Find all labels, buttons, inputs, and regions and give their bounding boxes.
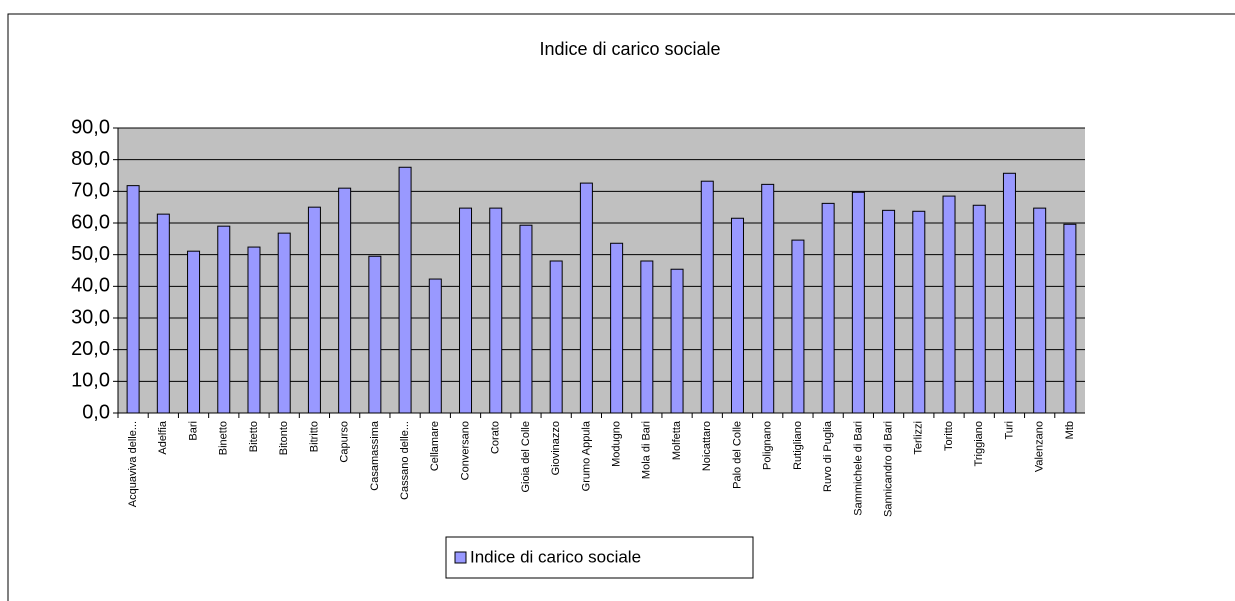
x-tick-label: Mtb	[1064, 421, 1076, 439]
bar	[187, 250, 201, 414]
bar	[1033, 207, 1047, 414]
x-tick-label: Bitritto	[308, 421, 320, 452]
x-tick-label: Binetto	[218, 421, 230, 455]
x-tick-label: Rutigliano	[792, 421, 804, 470]
bar	[1002, 172, 1016, 414]
x-tick-label: Modugno	[611, 421, 623, 467]
x-tick-label: Triggiano	[973, 421, 985, 466]
x-tick-label: Bitonto	[278, 421, 290, 455]
bar	[670, 268, 684, 414]
x-tick-label: Bitetto	[248, 421, 260, 452]
x-tick-label: Cassano delle...	[399, 421, 411, 500]
y-tick-label: 30,0	[71, 306, 110, 328]
legend-label: Indice di carico sociale	[470, 547, 641, 566]
bar	[942, 195, 956, 414]
x-tick-label: Capurso	[339, 421, 351, 463]
bar	[972, 204, 986, 414]
x-tick-label: Polignano	[762, 421, 774, 470]
bar	[912, 210, 926, 414]
x-tick-label: Sannicandro di Bari	[882, 421, 894, 517]
x-tick-label: Giovinazzo	[550, 421, 562, 475]
y-tick-label: 90,0	[71, 116, 110, 138]
x-tick-label: Grumo Appula	[580, 420, 592, 491]
x-tick-label: Turi	[1003, 421, 1015, 440]
bar	[610, 242, 624, 414]
bar	[549, 260, 563, 414]
y-tick-label: 60,0	[71, 211, 110, 233]
bar	[851, 191, 865, 414]
x-tick-label: Toritto	[943, 421, 955, 451]
bar	[519, 224, 533, 414]
bar	[126, 185, 140, 414]
legend-swatch	[454, 551, 467, 564]
bar	[277, 232, 291, 414]
x-tick-label: Mola di Bari	[641, 421, 653, 479]
y-tick-label: 70,0	[71, 180, 110, 202]
y-tick-label: 0,0	[82, 401, 110, 423]
bar	[489, 207, 503, 414]
x-tick-label: Corato	[490, 421, 502, 454]
bar	[307, 206, 321, 414]
x-tick-label: Adelfia	[157, 420, 169, 455]
bar	[761, 183, 775, 414]
x-tick-label: Valenzano	[1034, 421, 1046, 472]
bar	[640, 260, 654, 414]
plot-area	[118, 128, 1085, 413]
y-tick-label: 40,0	[71, 275, 110, 297]
x-tick-label: Conversano	[459, 421, 471, 480]
x-tick-label: Ruvo di Puglia	[822, 420, 834, 492]
x-tick-label: Palo del Colle	[731, 421, 743, 489]
x-tick-label: Sammichele di Bari	[852, 421, 864, 516]
y-tick-label: 20,0	[71, 338, 110, 360]
bar	[247, 246, 261, 414]
bar	[882, 209, 896, 414]
x-tick-label: Molfetta	[671, 420, 683, 460]
bar	[428, 278, 442, 414]
bar	[579, 182, 593, 414]
y-tick-label: 10,0	[71, 370, 110, 392]
x-tick-label: Terlizzi	[913, 421, 925, 455]
bar	[217, 225, 231, 414]
x-tick-label: Noicattaro	[701, 421, 713, 471]
bar	[368, 255, 382, 414]
bar	[398, 166, 412, 414]
bar	[821, 202, 835, 414]
legend	[445, 536, 754, 579]
chart-title: Indice di carico sociale	[539, 39, 720, 59]
bar	[700, 180, 714, 414]
y-tick-label: 80,0	[71, 148, 110, 170]
bar	[338, 187, 352, 414]
x-tick-label: Acquaviva delle...	[127, 421, 139, 507]
y-tick-label: 50,0	[71, 243, 110, 265]
bar	[791, 239, 805, 414]
bar	[1063, 223, 1077, 414]
bar	[459, 207, 473, 414]
x-tick-label: Gioia del Colle	[520, 421, 532, 493]
x-tick-label: Cellamare	[429, 421, 441, 471]
bar	[156, 213, 170, 414]
bar	[730, 217, 744, 414]
x-tick-label: Bari	[187, 421, 199, 441]
x-tick-label: Casamassima	[369, 420, 381, 491]
